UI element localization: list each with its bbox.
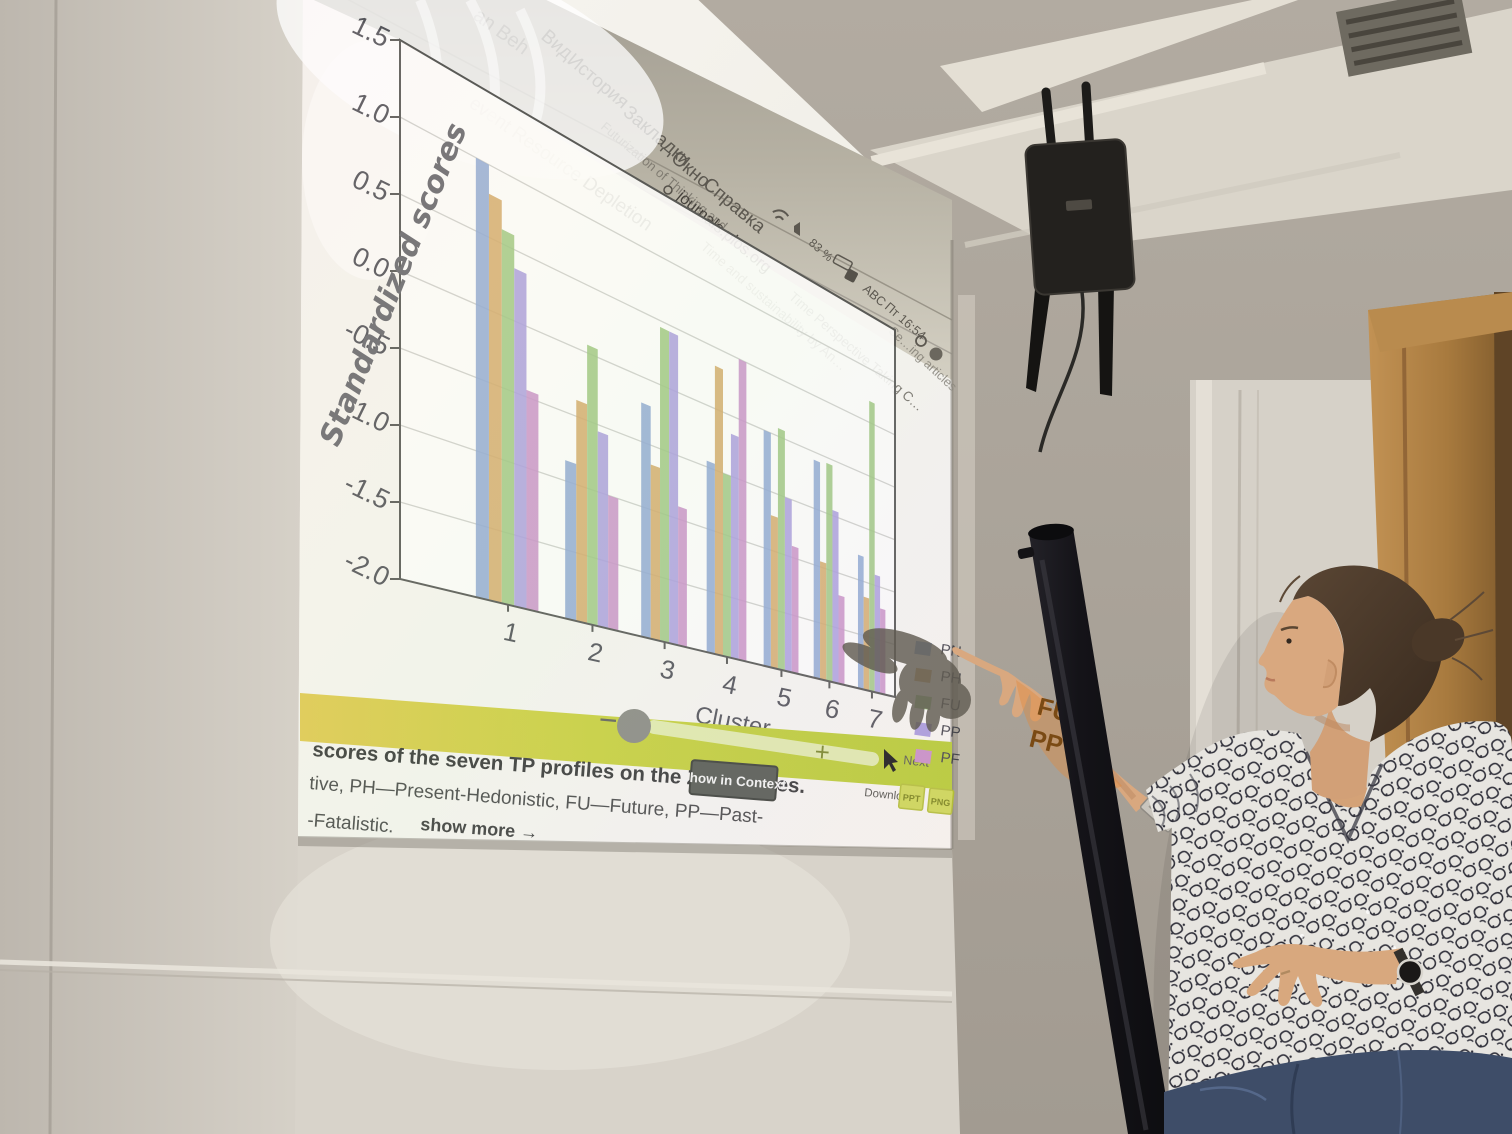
lock-icon xyxy=(663,185,673,195)
input-source-icon xyxy=(844,268,858,283)
ceiling-molding xyxy=(870,62,1267,168)
forearm-hand xyxy=(952,647,1150,812)
neck-shadow xyxy=(1314,712,1351,732)
ring xyxy=(1280,969,1291,976)
presenter xyxy=(1146,565,1512,1134)
eyebrow xyxy=(1280,626,1299,632)
wifi-icon xyxy=(772,209,790,221)
hair-strands xyxy=(1279,575,1494,681)
wall-seam xyxy=(48,0,58,1134)
hair-bun xyxy=(1411,618,1465,662)
jeans xyxy=(1164,1050,1512,1134)
volume-icon xyxy=(794,222,800,236)
cuff xyxy=(1394,902,1465,966)
battery-icon xyxy=(832,254,853,271)
jeans-seam xyxy=(1397,1049,1403,1134)
lips xyxy=(1265,676,1276,682)
screen-stand-pole xyxy=(1017,523,1177,1134)
vent-grille xyxy=(1336,0,1473,77)
near-hand xyxy=(1232,944,1402,1007)
jeans-pocket xyxy=(1199,1086,1267,1102)
blouse xyxy=(1168,721,1512,1134)
projector-spill xyxy=(270,810,850,1070)
wall-pipe-highlight xyxy=(958,295,975,840)
ceiling-duct xyxy=(940,0,1298,112)
sleeve xyxy=(1146,730,1306,832)
jeans-fly xyxy=(1290,1063,1300,1134)
hand-shadow xyxy=(842,628,971,732)
door-lintel xyxy=(1368,292,1512,352)
neck xyxy=(1310,706,1370,800)
sleeve-folds xyxy=(1151,773,1199,827)
lower-wall-seam-shadow xyxy=(0,969,953,1003)
hair xyxy=(1293,565,1443,742)
projected-screen: an Beh Вид История Закладки Окно Справка… xyxy=(276,0,962,858)
screen-bottom-shadow xyxy=(298,836,952,858)
projector-wash xyxy=(298,0,952,849)
face xyxy=(1258,596,1344,717)
ear xyxy=(1322,659,1338,689)
watch-face xyxy=(1396,958,1424,986)
eye xyxy=(1286,638,1292,644)
spotlight-icon[interactable] xyxy=(915,335,927,347)
wifi-access-point xyxy=(1024,81,1136,453)
siri-icon[interactable] xyxy=(929,347,943,361)
projector-glare xyxy=(276,0,664,180)
left-wall-panel xyxy=(0,0,303,1134)
lower-wall-seam xyxy=(0,959,953,997)
